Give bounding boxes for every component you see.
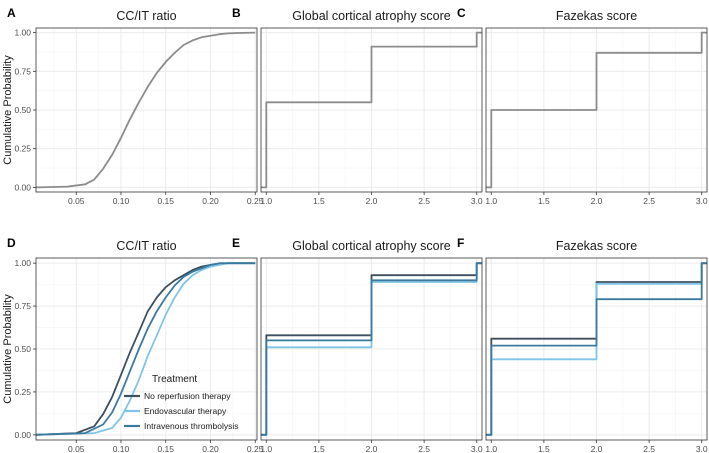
x-tick-label: 2.0 (591, 196, 603, 206)
x-tick-label: 3.0 (696, 196, 708, 206)
series-line-a-gray (35, 31, 256, 189)
panel-c: C Fazekas score 1.0 1.5 2.0 2.5 3.0 (457, 6, 708, 206)
series-line-b-gray (261, 31, 482, 189)
panel-d: D CC/IT ratio 0.05 0.10 0.15 0.20 0.25 0.00 0.25… (7, 236, 264, 453)
x-tick-label: 0.05 (68, 444, 85, 453)
legend-item: Intravenous thrombolysis (124, 421, 239, 431)
panel-b: B Global cortical atrophy score 1.0 1.5 2.0 2… (232, 6, 483, 206)
x-tick-label: 0.20 (202, 196, 219, 206)
series-line-d-intravenous (35, 262, 256, 436)
panel-title-a: CC/IT ratio (116, 9, 176, 23)
x-tick-label: 2.5 (643, 196, 655, 206)
gridlines-b (261, 28, 482, 192)
panel-letter-d: D (7, 236, 16, 250)
legend-label: Intravenous thrombolysis (144, 421, 239, 431)
legend-title: Treatment (152, 374, 197, 385)
panel-title-e: Global cortical atrophy score (292, 239, 450, 253)
legend-label: No reperfusion therapy (144, 391, 231, 401)
x-tick-label: 1.5 (313, 196, 325, 206)
panel-f: F Fazekas score 1.0 1.5 2.0 2.5 3.0 (457, 236, 708, 453)
series-line-e-intravenous (261, 262, 482, 436)
y-tick-label: 0.75 (14, 66, 31, 76)
series-line-c-gray (486, 31, 707, 189)
panel-letter-c: C (457, 6, 466, 20)
panel-letter-f: F (457, 236, 464, 250)
y-tick-label: 0.00 (14, 182, 31, 192)
x-tick-label: 0.05 (68, 196, 85, 206)
y-tick-label: 0.75 (14, 301, 31, 311)
gridlines-a (36, 28, 257, 192)
panel-letter-a: A (7, 6, 16, 20)
x-tick-label: 1.0 (485, 444, 497, 453)
x-tick-label: 0.25 (247, 444, 264, 453)
legend-label: Endovascular therapy (144, 406, 227, 416)
x-tick-label: 3.0 (471, 444, 483, 453)
x-tick-label: 1.0 (260, 196, 272, 206)
y-tick-label: 0.00 (14, 430, 31, 440)
series-line-d-no-reperfusion (35, 262, 256, 436)
panel-a: A CC/IT ratio 0.05 0.10 0.15 0.20 0.25 0.00 0.25… (7, 6, 264, 206)
x-tick-label: 1.5 (313, 444, 325, 453)
legend-item: Endovascular therapy (124, 406, 227, 416)
panel-letter-b: B (232, 6, 241, 20)
x-tick-label: 1.5 (538, 196, 550, 206)
x-tick-label: 1.0 (260, 444, 272, 453)
x-tick-label: 3.0 (471, 196, 483, 206)
x-tick-label: 2.5 (418, 196, 430, 206)
panel-title-d: CC/IT ratio (116, 239, 176, 253)
x-tick-label: 0.15 (157, 196, 174, 206)
x-tick-label: 0.15 (157, 444, 174, 453)
panel-title-c: Fazekas score (556, 9, 637, 23)
x-tick-label: 0.10 (113, 196, 130, 206)
panel-title-f: Fazekas score (556, 239, 637, 253)
x-tick-label: 0.20 (202, 444, 219, 453)
x-tick-label: 2.0 (591, 444, 603, 453)
x-tick-label: 0.25 (247, 196, 264, 206)
x-tick-label: 2.5 (418, 444, 430, 453)
y-tick-label: 1.00 (14, 28, 31, 38)
x-tick-label: 3.0 (696, 444, 708, 453)
series-line-d-endovascular (35, 262, 256, 436)
x-tick-label: 2.0 (366, 444, 378, 453)
x-tick-label: 2.0 (366, 196, 378, 206)
y-tick-label: 0.50 (14, 344, 31, 354)
x-tick-label: 2.5 (643, 444, 655, 453)
panel-title-b: Global cortical atrophy score (292, 9, 450, 23)
y-tick-label: 0.25 (14, 387, 31, 397)
gridlines-e (261, 258, 482, 440)
panel-e: E Global cortical atrophy score 1.0 1.5 2.0 2… (232, 236, 483, 453)
legend: Treatment No reperfusion therapy Endovascu… (124, 374, 239, 431)
x-tick-label: 1.5 (538, 444, 550, 453)
x-tick-label: 0.10 (113, 444, 130, 453)
y-tick-label: 1.00 (14, 258, 31, 268)
y-tick-label: 0.25 (14, 144, 31, 154)
y-axis-title-bottom: Cumulative Probability (2, 294, 14, 404)
x-tick-label: 1.0 (485, 196, 497, 206)
panel-letter-e: E (232, 236, 240, 250)
series-line-f-intravenous (486, 262, 707, 436)
y-tick-label: 0.50 (14, 105, 31, 115)
y-axis-title-top: Cumulative Probability (2, 55, 14, 165)
legend-item: No reperfusion therapy (124, 391, 231, 401)
